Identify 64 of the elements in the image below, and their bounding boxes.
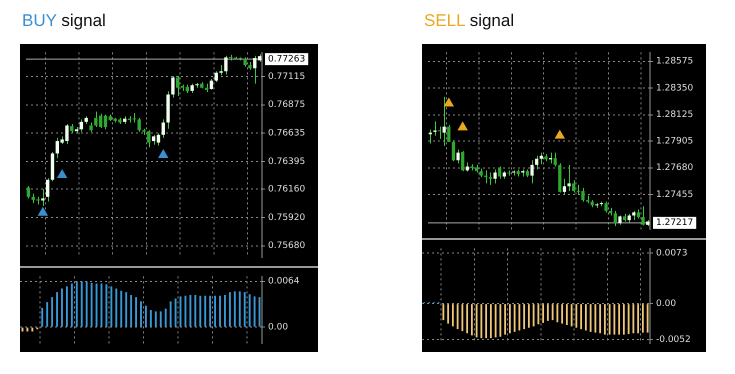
candlestick	[41, 188, 45, 207]
y-tick-label: 1.27905	[656, 136, 694, 146]
candlestick	[438, 126, 442, 140]
y-tick-label: 0.76395	[268, 156, 306, 167]
chart-title: SELL signal	[424, 11, 514, 31]
candlestick	[46, 178, 50, 202]
candlestick	[447, 124, 450, 142]
y-tick-label: 0.75920	[268, 212, 306, 223]
y-tick-label: 0.76160	[268, 184, 306, 195]
candlestick	[171, 75, 175, 98]
candlestick	[224, 55, 228, 75]
y-tick-label: 0.00	[656, 298, 676, 309]
y-tick-label: 0.76635	[268, 128, 306, 139]
point	[444, 98, 454, 107]
candlestick	[162, 118, 165, 138]
point	[554, 130, 565, 139]
candlestick	[214, 70, 218, 83]
point	[158, 150, 168, 158]
y-tick-label: 1.28350	[656, 83, 694, 94]
candlestick	[548, 152, 552, 164]
candlestick	[628, 213, 631, 224]
y-tick-label: 0.0073	[656, 248, 688, 259]
candlestick	[554, 152, 557, 167]
candlestick	[488, 172, 492, 186]
chart-title: BUY signal	[22, 11, 106, 31]
y-tick-label: 0.75680	[268, 241, 306, 252]
y-tick-label: -0.0052	[656, 334, 691, 345]
y-tick-label: 1.27455	[656, 190, 694, 200]
candlestick	[456, 149, 460, 164]
candlestick	[604, 201, 608, 213]
candlestick	[567, 164, 571, 192]
candlestick	[243, 56, 247, 68]
y-tick-label: 0.0064	[268, 276, 300, 287]
ref-line-label: 1.27217	[656, 218, 694, 228]
candlestick	[433, 120, 437, 136]
y-tick-label: 1.27680	[656, 163, 694, 174]
point	[458, 122, 468, 130]
candlestick	[484, 170, 488, 184]
candlestick	[190, 83, 194, 94]
candlestick	[80, 118, 84, 132]
candlestick	[461, 150, 464, 172]
y-tick-label: 1.28575	[656, 56, 694, 67]
candlestick	[428, 129, 432, 144]
y-tick-label: 0.76875	[268, 100, 306, 110]
candlestick	[636, 208, 640, 220]
candlestick	[210, 78, 214, 90]
y-tick-label: 0.77115	[268, 72, 306, 82]
candlestick	[498, 166, 502, 180]
point	[57, 170, 67, 178]
candlestick	[138, 117, 141, 132]
y-tick-label: 0.00	[268, 322, 288, 332]
candlestick	[530, 160, 534, 184]
candlestick	[614, 210, 617, 227]
candlestick	[442, 96, 446, 146]
ref-line-label: 0.77263	[268, 54, 306, 64]
candlestick	[26, 186, 30, 199]
y-tick-label: 1.28125	[656, 110, 694, 120]
candlestick	[641, 206, 645, 226]
candlestick	[466, 162, 469, 172]
candlestick	[562, 178, 566, 195]
candlestick	[452, 140, 456, 162]
candlestick	[493, 169, 497, 184]
point	[38, 207, 48, 216]
candlestick	[632, 210, 636, 221]
